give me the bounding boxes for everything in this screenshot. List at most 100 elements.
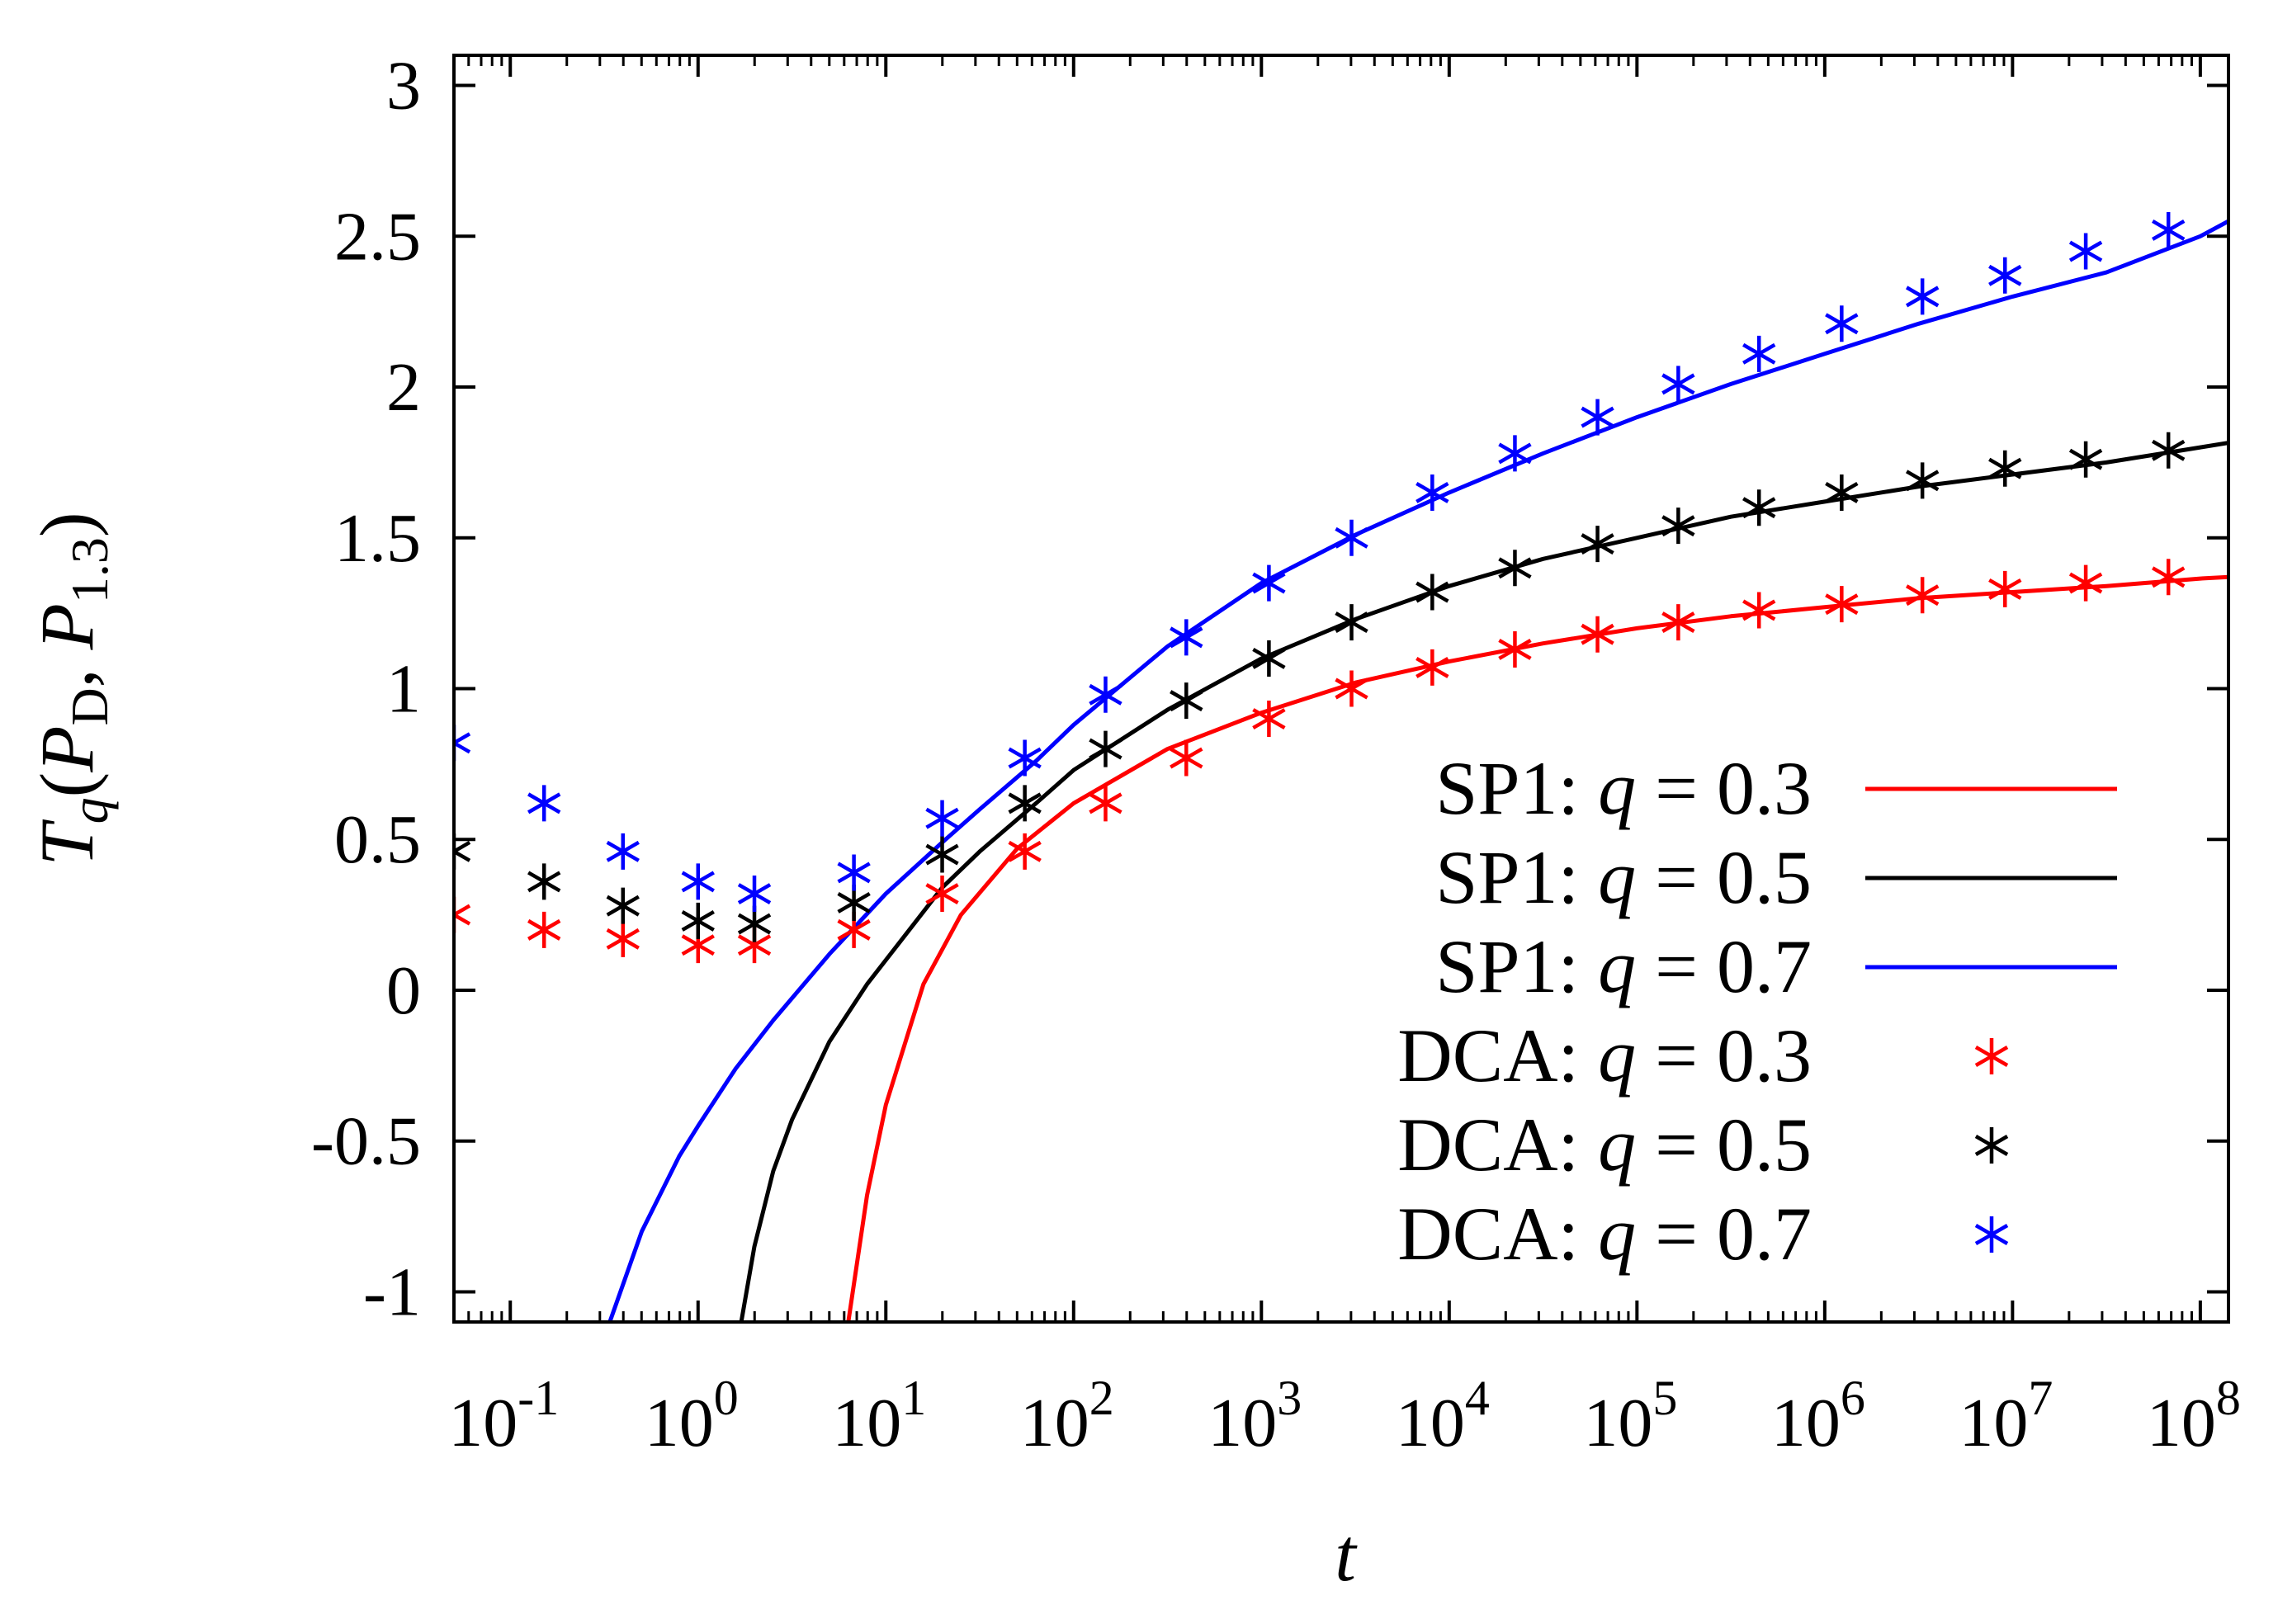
data-point [1661, 366, 1695, 403]
y-title-p1-sub: D [60, 687, 119, 725]
data-point [1742, 592, 1776, 629]
data-point [1742, 335, 1776, 372]
data-point [2068, 233, 2103, 270]
data-point [454, 833, 471, 870]
plot-frame [452, 54, 2230, 1324]
data-point [1252, 640, 1286, 677]
data-point [1988, 570, 2022, 607]
data-point [2068, 564, 2103, 602]
x-tick-label: 102 [1020, 1371, 1114, 1461]
y-tick-label: 0 [386, 952, 421, 1029]
data-point [1498, 550, 1532, 587]
x-tick-label: 10-1 [448, 1371, 559, 1461]
data-point [1661, 508, 1695, 545]
legend-label: DCA: q = 0.7 [1397, 1192, 1812, 1276]
data-point [454, 725, 471, 762]
data-point [1008, 833, 1042, 870]
data-point [1415, 474, 1449, 511]
y-tick-label: 2.5 [334, 198, 421, 275]
data-point [1415, 574, 1449, 611]
data-point [1415, 649, 1449, 686]
data-point [1252, 701, 1286, 738]
y-tick-label: 1.5 [334, 500, 421, 577]
x-tick-label: 106 [1771, 1371, 1865, 1461]
data-point [606, 920, 640, 957]
data-point [1170, 619, 1203, 656]
x-tick-label: 108 [2147, 1371, 2241, 1461]
data-point [1825, 305, 1859, 342]
series-points-dca-q0.3 [454, 559, 2186, 964]
data-point [1008, 739, 1042, 777]
data-point [1905, 278, 1940, 315]
data-point [925, 800, 959, 837]
legend-marker-swatch [1974, 1216, 2009, 1253]
data-point [1661, 604, 1695, 641]
data-point [681, 902, 715, 939]
y-title-p2: P [25, 603, 109, 650]
series-line-sp1-q0.5 [739, 441, 2228, 1322]
data-point [681, 863, 715, 900]
y-tick-label: 2 [386, 349, 421, 426]
data-point [1825, 586, 1859, 623]
axis-ticks: -1 -0.5 0 0.5 1 1.5 2 2.5 3 10-1 100 101 102 103 104 10… [311, 48, 2241, 1461]
y-title-sep: , [25, 649, 109, 687]
x-tick-label: 103 [1208, 1371, 1302, 1461]
data-point [1089, 785, 1122, 822]
y-title-main: T [25, 819, 109, 866]
data-point [1089, 676, 1122, 713]
x-tick-label: 105 [1583, 1371, 1677, 1461]
y-title-p1: P [25, 726, 109, 773]
legend-label: DCA: q = 0.5 [1397, 1102, 1812, 1187]
y-tick-label: 0.5 [334, 801, 421, 878]
data-point [1988, 257, 2022, 294]
series-points-dca-q0.7 [454, 211, 2186, 913]
data-point [1252, 564, 1286, 602]
x-tick-label: 107 [1959, 1371, 2053, 1461]
data-point [1581, 526, 1614, 563]
x-axis-title: t [1335, 1513, 1358, 1597]
y-title-main-sub: q [60, 797, 119, 824]
y-tick-label: -0.5 [311, 1103, 421, 1180]
x-tick-label: 104 [1396, 1371, 1490, 1461]
series-line-sp1-q0.7 [607, 219, 2228, 1322]
data-point [1825, 474, 1859, 511]
legend-label: SP1: q = 0.3 [1435, 746, 1812, 830]
data-point [1498, 630, 1532, 668]
legend-label: SP1: q = 0.7 [1435, 924, 1812, 1008]
data-point [527, 785, 561, 822]
data-point [1170, 739, 1203, 777]
data-point [2152, 559, 2186, 596]
data-point [2152, 432, 2186, 469]
data-point [606, 833, 640, 870]
data-point [837, 854, 871, 891]
data-point [1905, 462, 1940, 499]
legend-label: SP1: q = 0.5 [1435, 835, 1812, 919]
legend-label: DCA: q = 0.3 [1397, 1013, 1812, 1098]
series-points-dca-q0.5 [454, 432, 2186, 942]
data-point [1335, 670, 1368, 707]
data-point [1742, 489, 1776, 526]
data-point [1581, 616, 1614, 653]
data-point [925, 836, 959, 873]
data-point [1988, 450, 2022, 487]
legend-marker-swatch [1974, 1127, 2009, 1164]
y-title-p2-sub: 1.3 [60, 537, 119, 603]
data-point [2068, 441, 2103, 478]
data-point [1498, 435, 1532, 472]
y-tick-label: 3 [386, 48, 421, 125]
data-point [1335, 604, 1368, 641]
y-tick-label: -1 [363, 1253, 421, 1330]
data-point [454, 896, 471, 933]
y-axis-title: Tq(PD, P1.3) [25, 512, 119, 866]
y-title-close: ) [25, 512, 109, 537]
data-point [1008, 785, 1042, 822]
data-point [527, 863, 561, 900]
data-point [1581, 399, 1614, 436]
plot-series [454, 211, 2228, 1322]
data-point [2152, 211, 2186, 248]
x-tick-label: 101 [832, 1371, 926, 1461]
data-point [1170, 682, 1203, 720]
